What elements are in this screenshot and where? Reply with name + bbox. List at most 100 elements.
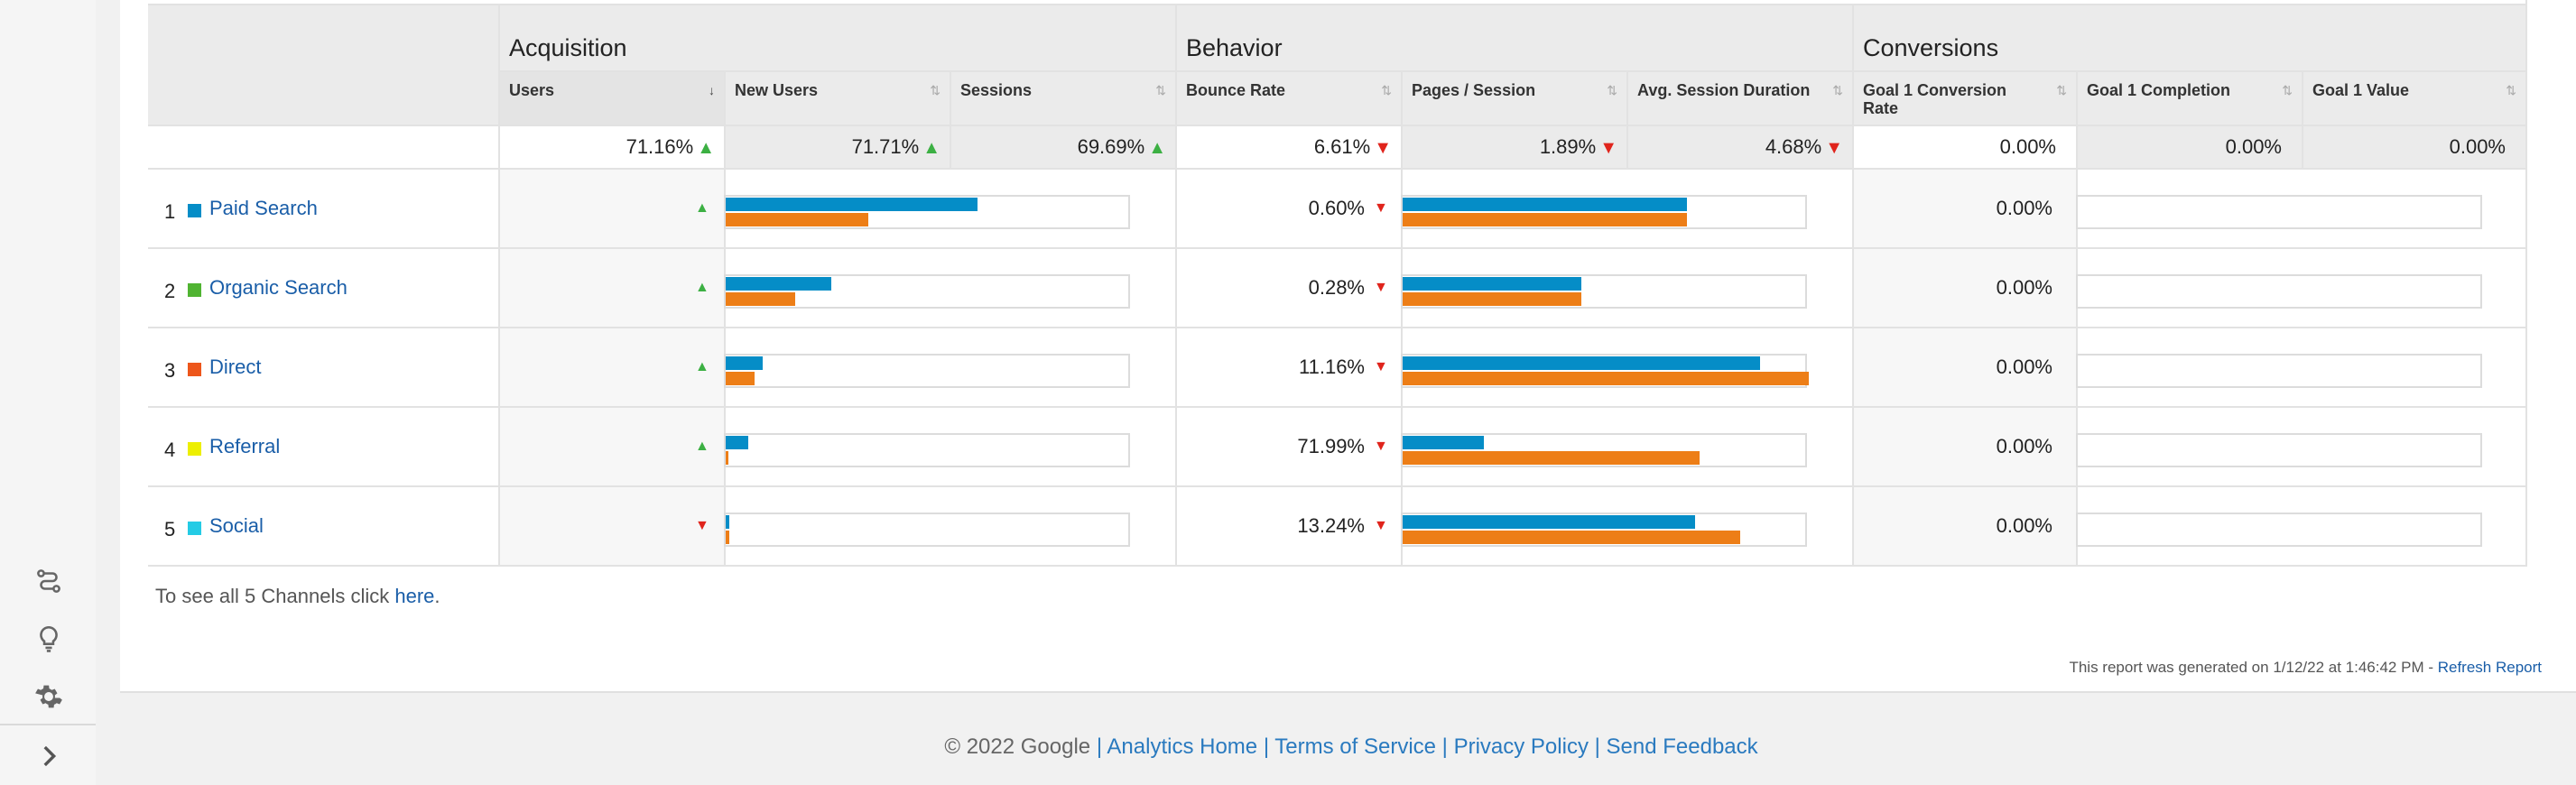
footer-separator: | — [1263, 734, 1270, 759]
total-goal-rate: 0.00% — [1854, 126, 2078, 170]
footer-link-analytics-home[interactable]: Analytics Home — [1107, 734, 1258, 759]
group-behavior-label: Behavior — [1186, 34, 1283, 61]
channel-link[interactable]: Referral — [209, 435, 281, 457]
table-row: 4 Referral 895.56% ▲ 71.99% ▼ 0.00% — [148, 408, 2527, 487]
path-icon[interactable] — [31, 563, 67, 599]
bar-previous — [1403, 213, 1687, 226]
trend-down-icon: ▼ — [695, 518, 709, 533]
see-all-note: To see all 5 Channels click here. — [155, 585, 440, 608]
footer-separator: | — [1594, 734, 1600, 759]
row-number: 3 — [164, 359, 176, 382]
bar-current — [1403, 198, 1687, 211]
channel-color-swatch — [188, 442, 201, 456]
trend-down-icon: ▼ — [1374, 280, 1388, 295]
sort-icon[interactable]: ⇅ — [1832, 83, 1843, 97]
behavior-comparison-bar — [1401, 354, 1809, 388]
trend-up-icon: ▲ — [695, 280, 709, 295]
trend-up-icon: ▲ — [695, 439, 709, 454]
behavior-comparison-bar — [1401, 513, 1807, 547]
sort-icon[interactable]: ⇅ — [2506, 83, 2516, 97]
col-goal-value-label: Goal 1 Value — [2312, 81, 2410, 99]
col-goal-completion-label: Goal 1 Completion — [2087, 81, 2231, 99]
bar-previous — [1403, 451, 1700, 465]
col-goal-rate-label-2: Rate — [1863, 99, 1899, 117]
rail-divider — [0, 724, 96, 725]
channel-link[interactable]: Organic Search — [209, 276, 347, 299]
col-goal-completion[interactable]: Goal 1 Completion ⇅ — [2078, 72, 2303, 126]
users-comparison-bar — [724, 274, 1130, 309]
bar-current — [726, 277, 831, 291]
sort-icon[interactable]: ⇅ — [1155, 83, 1166, 97]
sort-icon[interactable]: ⇅ — [2056, 83, 2067, 97]
gear-icon[interactable] — [31, 679, 67, 715]
col-avg-session-label: Avg. Session Duration — [1637, 81, 1811, 99]
col-goal-value[interactable]: Goal 1 Value ⇅ — [2303, 72, 2527, 126]
channel-color-swatch — [188, 522, 201, 535]
bounce-change-value: 0.28% — [1308, 276, 1365, 299]
trend-down-icon: ▼ — [1374, 138, 1392, 158]
total-avg-session: 4.68% ▼ — [1628, 126, 1854, 170]
footer-separator: | — [1096, 734, 1103, 759]
channel-link[interactable]: Social — [209, 514, 264, 537]
col-goal-rate-label-1: Goal 1 Conversion — [1863, 81, 2007, 99]
group-behavior: Behavior — [1177, 5, 1854, 72]
col-avg-session[interactable]: Avg. Session Duration ⇅ — [1628, 72, 1854, 126]
total-users-value: 71.16% — [625, 135, 694, 158]
channel-color-swatch — [188, 363, 201, 376]
row-number: 1 — [164, 200, 176, 223]
chevron-right-icon[interactable] — [31, 738, 67, 774]
trend-up-icon: ▲ — [695, 200, 709, 216]
row-number: 4 — [164, 439, 176, 461]
trend-down-icon: ▼ — [1374, 200, 1388, 216]
col-sessions[interactable]: Sessions ⇅ — [951, 72, 1177, 126]
col-new-users[interactable]: New Users ⇅ — [726, 72, 951, 126]
users-comparison-bar — [724, 513, 1130, 547]
sort-desc-icon[interactable]: ↓ — [709, 83, 715, 97]
table-row: 2 Organic Search 50.61% ▲ 0.28% ▼ 0.00% — [148, 249, 2527, 328]
footer: © 2022 Google | Analytics Home | Terms o… — [0, 734, 2576, 760]
col-sessions-label: Sessions — [960, 81, 1033, 99]
bar-previous — [726, 372, 755, 385]
users-comparison-bar — [724, 433, 1130, 467]
total-sessions-value: 69.69% — [1077, 135, 1145, 158]
trend-down-icon: ▼ — [1825, 138, 1843, 158]
channel-link[interactable]: Paid Search — [209, 197, 318, 219]
total-users: 71.16% ▲ — [500, 126, 726, 170]
channel-link[interactable]: Direct — [209, 356, 262, 378]
bounce-change-value: 0.60% — [1308, 197, 1365, 219]
conversions-comparison-bar — [2076, 354, 2482, 388]
conversions-comparison-bar — [2076, 195, 2482, 229]
trend-up-icon: ▲ — [1148, 138, 1166, 158]
refresh-report-link[interactable]: Refresh Report — [2437, 659, 2542, 676]
col-pages-session[interactable]: Pages / Session ⇅ — [1403, 72, 1628, 126]
col-goal-rate[interactable]: Goal 1 Conversion Rate ⇅ — [1854, 72, 2078, 126]
trend-up-icon: ▲ — [697, 138, 715, 158]
total-bounce-rate-value: 6.61% — [1313, 135, 1371, 158]
sort-icon[interactable]: ⇅ — [2282, 83, 2293, 97]
trend-down-icon: ▼ — [1599, 138, 1617, 158]
channel-color-swatch — [188, 204, 201, 217]
total-avg-session-value: 4.68% — [1765, 135, 1822, 158]
sort-icon[interactable]: ⇅ — [1381, 83, 1392, 97]
footer-separator: | — [1441, 734, 1448, 759]
conversions-comparison-bar — [2076, 274, 2482, 309]
sort-icon[interactable]: ⇅ — [1607, 83, 1617, 97]
generated-note: This report was generated on 1/12/22 at … — [2069, 659, 2542, 677]
bar-previous — [726, 292, 795, 306]
bar-current — [726, 515, 729, 529]
totals-blank — [148, 126, 500, 170]
generated-text: This report was generated on 1/12/22 at … — [2069, 659, 2438, 676]
sort-icon[interactable]: ⇅ — [930, 83, 941, 97]
table-row: 5 Social 12.50% ▼ 13.24% ▼ 0.00% — [148, 487, 2527, 567]
bar-current — [1403, 436, 1484, 449]
footer-link-privacy[interactable]: Privacy Policy — [1453, 734, 1589, 759]
see-all-link[interactable]: here — [394, 585, 435, 607]
col-users[interactable]: Users ↓ — [500, 72, 726, 126]
col-bounce-rate[interactable]: Bounce Rate ⇅ — [1177, 72, 1403, 126]
col-pages-session-label: Pages / Session — [1412, 81, 1536, 99]
footer-link-feedback[interactable]: Send Feedback — [1606, 734, 1758, 759]
conversions-comparison-bar — [2076, 513, 2482, 547]
footer-link-terms[interactable]: Terms of Service — [1274, 734, 1436, 759]
total-goal-completion: 0.00% — [2078, 126, 2303, 170]
lightbulb-icon[interactable] — [31, 621, 67, 657]
